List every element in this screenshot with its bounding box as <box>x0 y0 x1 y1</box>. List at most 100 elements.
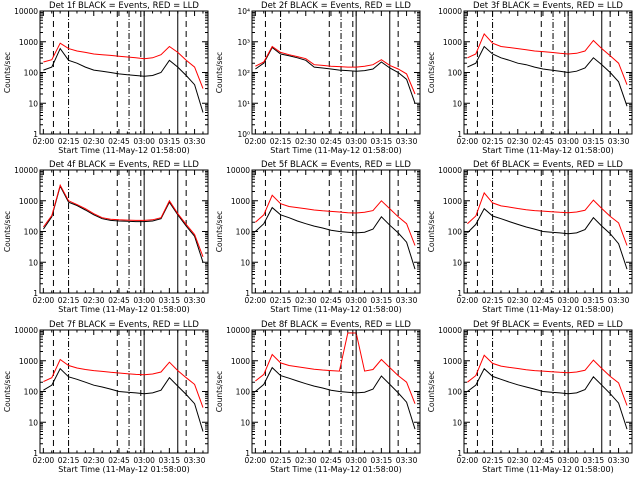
y-tick-label: 1 <box>33 289 38 298</box>
x-tick-label: 02:30 <box>83 456 105 465</box>
panel-title: Det 5f BLACK = Events, RED = LLD <box>261 160 411 170</box>
x-tick-label: 03:15 <box>371 296 393 305</box>
x-tick-label: 02:00 <box>457 296 479 305</box>
x-tick-label: 03:15 <box>583 296 605 305</box>
x-tick-label: 02:45 <box>532 137 554 146</box>
panel-title: Det 2f BLACK = Events, RED = LLD <box>261 1 411 11</box>
x-axis-label: Start Time (11-May-12 01:58:00) <box>270 146 401 155</box>
y-tick-label: 100 <box>236 228 251 237</box>
x-axis-label: Start Time (11-May-12 01:58:00) <box>270 305 401 314</box>
events-series-line <box>255 206 416 270</box>
x-tick-label: 03:15 <box>159 296 181 305</box>
plot-frame <box>251 329 421 454</box>
panel-7: Det 7f BLACK = Events, RED = LLD Counts/s… <box>3 320 209 474</box>
x-tick-label: 02:30 <box>295 456 317 465</box>
x-tick-label: 02:45 <box>108 456 130 465</box>
x-tick-label: 03:00 <box>557 296 579 305</box>
x-tick-label: 03:30 <box>184 137 206 146</box>
plot-frame <box>463 10 633 135</box>
y-tick-label: 100 <box>24 388 39 397</box>
panel-4: Det 4f BLACK = Events, RED = LLD Counts/s… <box>3 160 209 314</box>
x-tick-label: 02:15 <box>58 456 80 465</box>
x-tick-label: 03:00 <box>345 296 367 305</box>
y-tick-label: 10000 <box>14 7 38 16</box>
y-tick-label: 1000 <box>443 38 462 47</box>
x-axis-label: Start Time (11-May-12 01:58:00) <box>482 465 613 474</box>
x-tick-label: 02:15 <box>482 296 504 305</box>
y-axis-label: Counts/sec <box>3 211 12 252</box>
x-tick-label: 03:00 <box>133 456 155 465</box>
y-tick-label: 10000 <box>14 166 38 175</box>
lld-series-line <box>43 42 204 89</box>
panel-1: Det 1f BLACK = Events, RED = LLD Counts/s… <box>3 1 209 155</box>
y-tick-label: 1 <box>457 130 462 139</box>
y-tick-label: 10 <box>28 258 38 267</box>
y-tick-label: 10 <box>452 418 462 427</box>
panel-title: Det 4f BLACK = Events, RED = LLD <box>49 160 199 170</box>
events-series-line <box>467 45 628 107</box>
x-tick-label: 02:30 <box>83 296 105 305</box>
panel-title: Det 9f BLACK = Events, RED = LLD <box>473 320 623 330</box>
y-tick-label: 100 <box>236 388 251 397</box>
x-tick-label: 03:30 <box>184 456 206 465</box>
x-tick-label: 03:15 <box>583 456 605 465</box>
y-axis-label: Counts/sec <box>3 371 12 412</box>
x-tick-label: 03:30 <box>608 137 630 146</box>
y-tick-label: 10000 <box>14 326 38 335</box>
y-tick-label: 1 <box>457 449 462 458</box>
x-tick-label: 02:00 <box>33 137 55 146</box>
events-series-line <box>467 207 628 270</box>
y-tick-label: 100 <box>448 69 463 78</box>
x-tick-label: 03:00 <box>345 137 367 146</box>
y-axis-label: Counts/sec <box>215 211 224 252</box>
panel-5: Det 5f BLACK = Events, RED = LLD Counts/s… <box>215 160 421 314</box>
x-tick-label: 02:30 <box>507 296 529 305</box>
x-tick-label: 03:15 <box>371 456 393 465</box>
y-tick-label: 1000 <box>443 197 462 206</box>
y-tick-label: 10 <box>452 258 462 267</box>
x-tick-label: 02:45 <box>320 296 342 305</box>
plot-frame <box>251 10 421 135</box>
x-tick-label: 03:30 <box>396 456 418 465</box>
y-axis-label: Counts/sec <box>3 52 12 93</box>
x-axis-label: Start Time (11-May-12 01:58:00) <box>58 465 189 474</box>
x-tick-label: 02:45 <box>320 456 342 465</box>
x-tick-label: 03:15 <box>159 137 181 146</box>
x-tick-label: 02:45 <box>320 137 342 146</box>
y-axis-label: Counts/sec <box>215 52 224 93</box>
events-series-line <box>43 367 204 432</box>
events-series-line <box>255 366 416 430</box>
y-tick-label: 1 <box>33 449 38 458</box>
x-tick-label: 02:15 <box>270 296 292 305</box>
x-tick-label: 03:30 <box>396 296 418 305</box>
y-tick-label: 10 <box>240 258 250 267</box>
events-series-line <box>467 367 628 430</box>
y-tick-label: 10 <box>28 418 38 427</box>
panel-title: Det 6f BLACK = Events, RED = LLD <box>473 160 623 170</box>
x-tick-label: 02:15 <box>58 296 80 305</box>
plot-frame <box>251 169 421 294</box>
x-tick-label: 02:00 <box>33 296 55 305</box>
x-axis-label: Start Time (11-May-12 01:58:00) <box>58 146 189 155</box>
x-tick-label: 02:15 <box>58 137 80 146</box>
x-tick-label: 03:15 <box>159 456 181 465</box>
x-tick-label: 02:30 <box>507 456 529 465</box>
y-tick-label: 10 <box>28 99 38 108</box>
x-axis-label: Start Time (11-May-12 01:58:00) <box>482 305 613 314</box>
x-tick-label: 02:30 <box>295 296 317 305</box>
y-tick-label: 1000 <box>231 357 250 366</box>
y-tick-label: 10 <box>452 99 462 108</box>
x-tick-label: 03:30 <box>608 456 630 465</box>
x-tick-label: 02:30 <box>83 137 105 146</box>
panel-8: Det 8f BLACK = Events, RED = LLD Counts/s… <box>215 320 421 474</box>
events-series-line <box>43 47 204 113</box>
lld-series-line <box>255 45 416 95</box>
x-tick-label: 02:00 <box>457 456 479 465</box>
x-tick-label: 02:45 <box>108 296 130 305</box>
x-tick-label: 02:15 <box>482 456 504 465</box>
x-axis-label: Start Time (11-May-12 01:58:00) <box>270 465 401 474</box>
y-tick-label: 10000 <box>438 7 462 16</box>
lld-series-line <box>467 32 628 85</box>
x-tick-label: 03:00 <box>133 296 155 305</box>
x-tick-label: 02:15 <box>270 137 292 146</box>
